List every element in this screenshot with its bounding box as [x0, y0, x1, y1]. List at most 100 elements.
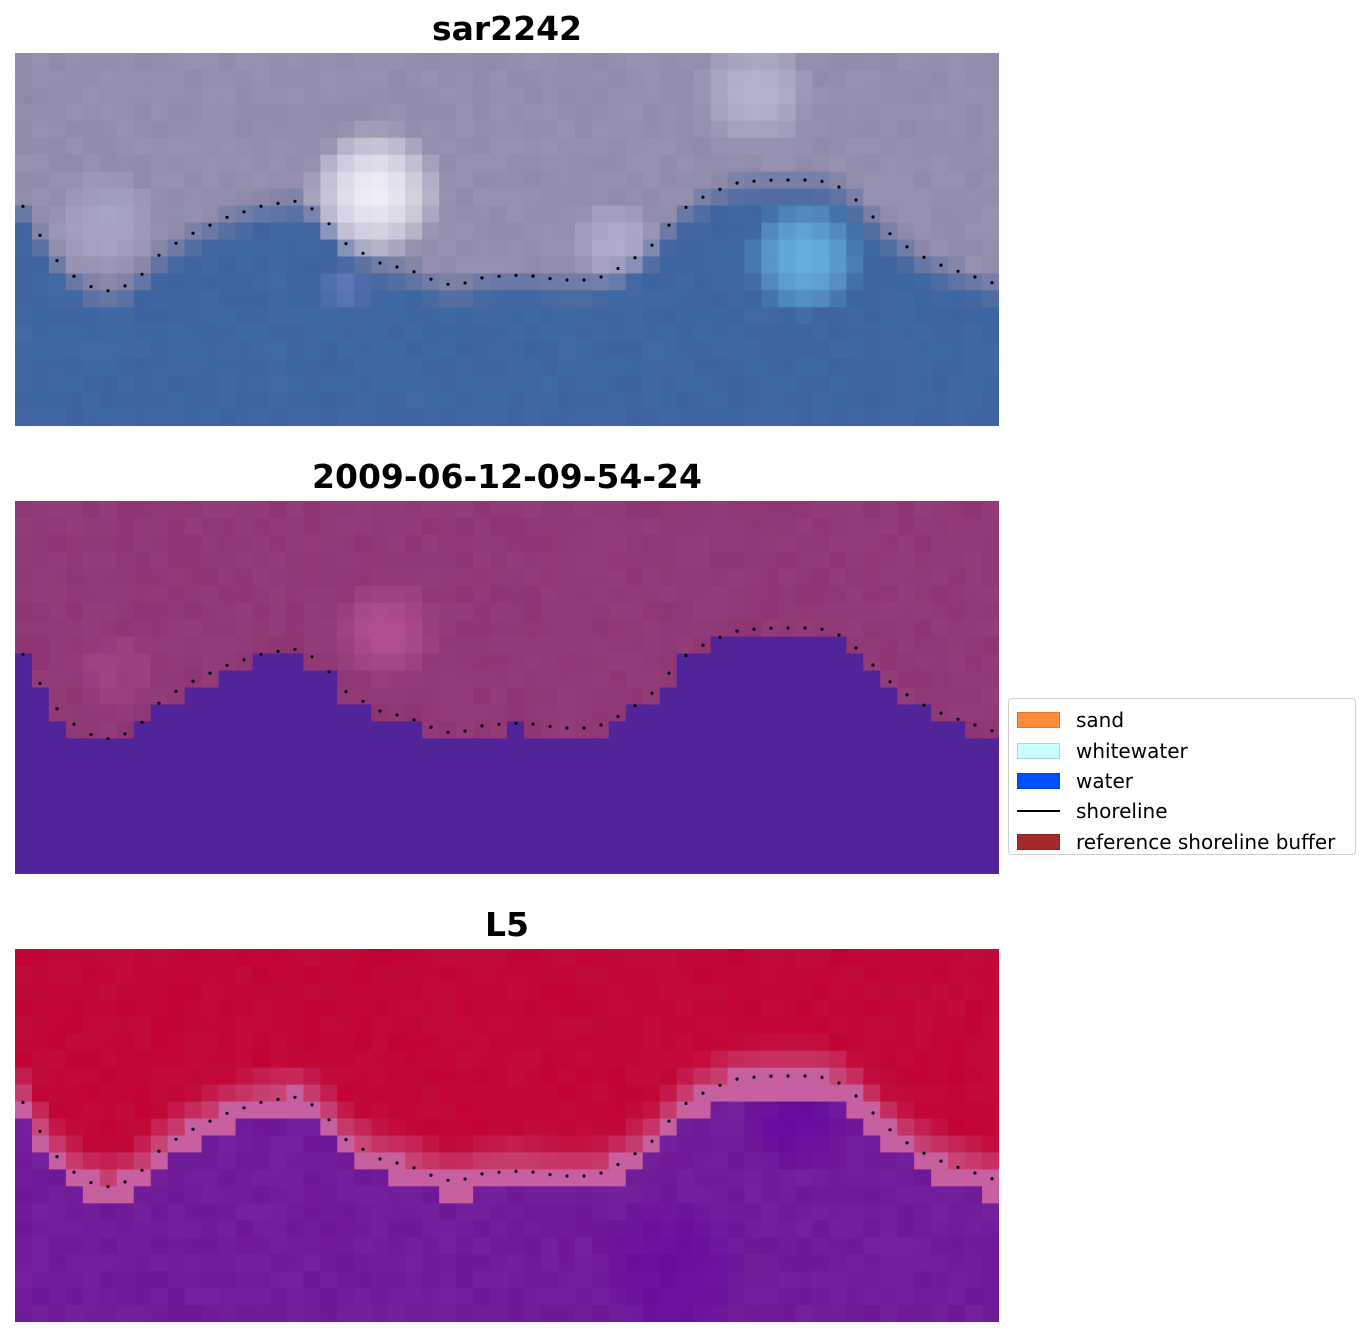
pixel-cell: [65, 653, 84, 672]
pixel-cell: [422, 999, 440, 1018]
shoreline-dot: [276, 1097, 280, 1101]
pixel-cell: [829, 375, 847, 393]
pixel-cell: [880, 517, 898, 536]
pixel-cell: [897, 517, 915, 536]
pixel-cell: [65, 205, 84, 224]
pixel-cell: [490, 585, 508, 604]
pixel-cell: [761, 1288, 780, 1306]
pixel-cell: [65, 358, 84, 376]
pixel-cell: [473, 171, 491, 190]
pixel-cell: [625, 1169, 644, 1187]
pixel-cell: [608, 619, 627, 638]
pixel-cell: [914, 1169, 932, 1187]
pixel-cell: [914, 585, 932, 604]
shoreline-dot: [990, 729, 994, 733]
pixel-cell: [829, 789, 847, 807]
pixel-cell: [846, 857, 864, 874]
pixel-cell: [931, 738, 949, 756]
pixel-cell: [354, 949, 372, 967]
pixel-cell: [557, 1288, 576, 1306]
pixel-cell: [846, 687, 864, 706]
pixel-cell: [456, 375, 474, 393]
shoreline-dot: [157, 1149, 161, 1153]
pixel-cell: [778, 222, 797, 241]
pixel-cell: [557, 256, 576, 274]
pixel-cell: [914, 789, 932, 807]
pixel-cell: [456, 755, 474, 773]
pixel-cell: [218, 585, 237, 604]
pixel-cell: [371, 324, 389, 342]
pixel-cell: [812, 1084, 830, 1103]
pixel-cell: [812, 307, 830, 325]
pixel-cell: [218, 738, 237, 756]
pixel-cell: [761, 188, 780, 207]
pixel-cell: [880, 375, 898, 393]
pixel-cell: [201, 965, 220, 984]
pixel-cell: [99, 290, 118, 308]
pixel-cell: [693, 704, 712, 722]
pixel-cell: [880, 86, 898, 105]
pixel-cell: [795, 1254, 813, 1272]
pixel-cell: [371, 517, 389, 536]
pixel-cell: [540, 86, 559, 105]
pixel-cell: [388, 501, 406, 519]
pixel-cell: [99, 154, 118, 173]
pixel-cell: [523, 585, 542, 604]
pixel-cell: [574, 375, 593, 393]
pixel-cell: [303, 619, 321, 638]
pixel-cell: [269, 517, 288, 536]
pixel-cell: [540, 1033, 559, 1052]
pixel-cell: [540, 517, 559, 536]
pixel-cell: [608, 358, 627, 376]
pixel-cell: [150, 840, 169, 858]
pixel-cell: [422, 1305, 440, 1322]
pixel-cell: [846, 772, 864, 790]
pixel-cell: [167, 857, 186, 874]
pixel-cell: [761, 1033, 780, 1052]
pixel-cell: [490, 551, 508, 570]
pixel-cell: [727, 1220, 746, 1238]
pixel-cell: [812, 857, 830, 874]
pixel-cell: [252, 358, 271, 376]
pixel-cell: [727, 982, 746, 1001]
pixel-cell: [422, 704, 440, 722]
pixel-cell: [422, 1169, 440, 1187]
pixel-cell: [557, 1050, 576, 1069]
pixel-cell: [133, 602, 152, 621]
pixel-cell: [846, 1237, 864, 1255]
pixel-cell: [761, 501, 780, 519]
pixel-cell: [99, 392, 118, 410]
shoreline-dot: [939, 1159, 943, 1163]
pixel-cell: [540, 585, 559, 604]
pixel-cell: [812, 358, 830, 376]
pixel-cell: [625, 1118, 644, 1137]
pixel-cell: [439, 290, 457, 308]
pixel-cell: [812, 205, 830, 224]
pixel-cell: [286, 1016, 305, 1035]
pixel-cell: [303, 568, 321, 587]
pixel-cell: [829, 103, 847, 122]
pixel-cell: [456, 670, 474, 689]
pixel-cell: [676, 534, 695, 553]
pixel-cell: [48, 721, 67, 739]
pixel-cell: [473, 1067, 491, 1086]
pixel-cell: [778, 857, 797, 874]
pixel-cell: [82, 69, 101, 88]
pixel-cell: [167, 120, 186, 139]
pixel-cell: [897, 585, 915, 604]
pixel-cell: [235, 1305, 254, 1322]
pixel-cell: [710, 375, 729, 393]
pixel-cell: [676, 619, 695, 638]
pixel-cell: [269, 1084, 288, 1103]
pixel-cell: [405, 687, 423, 706]
pixel-cell: [965, 1135, 983, 1154]
pixel-cell: [778, 517, 797, 536]
pixel-cell: [388, 840, 406, 858]
pixel-cell: [388, 738, 406, 756]
pixel-cell: [473, 375, 491, 393]
pixel-cell: [659, 1271, 678, 1289]
pixel-cell: [82, 687, 101, 706]
pixel-cell: [473, 1305, 491, 1322]
pixel-cell: [490, 999, 508, 1018]
pixel-cell: [863, 840, 881, 858]
